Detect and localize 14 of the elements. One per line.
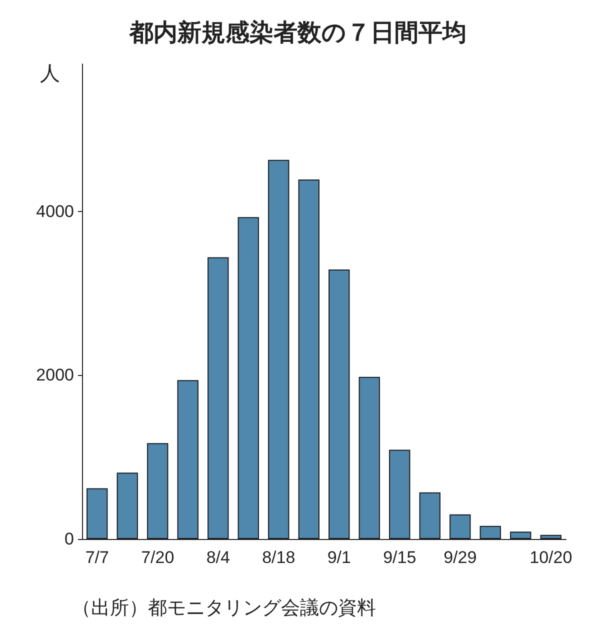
- x-tick-label: 7/7: [85, 548, 109, 567]
- text: （出所）都モニタリング会議の資料: [72, 597, 376, 619]
- x-tick-label: 9/29: [444, 548, 477, 567]
- x-tick-label: 10/20: [530, 548, 572, 567]
- x-tick-label: 9/1: [327, 548, 351, 567]
- x-tick-label: 9/15: [383, 548, 416, 567]
- chart-title: 都内新規感染者数の７日間平均: [128, 20, 466, 46]
- x-tick-label: 8/4: [206, 548, 230, 567]
- y-tick-label: 4000: [36, 202, 74, 221]
- y-tick-label: 0: [64, 530, 74, 548]
- x-tick-label: 7/20: [141, 548, 174, 567]
- x-tick-label: 8/18: [262, 548, 296, 567]
- y-tick-label: 2000: [36, 366, 74, 385]
- y-axis-title: 人: [40, 63, 60, 85]
